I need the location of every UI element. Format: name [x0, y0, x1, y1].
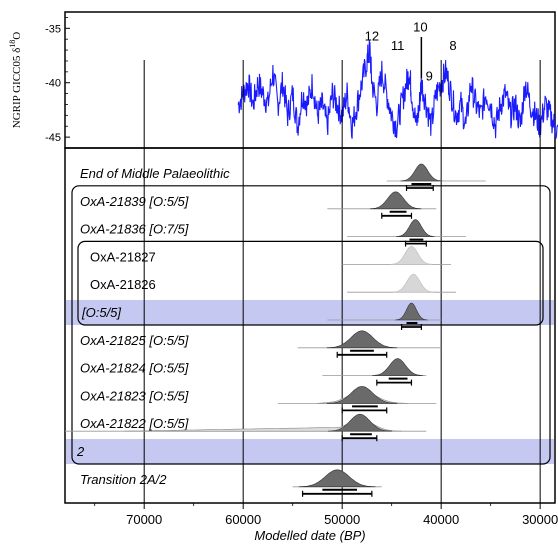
- row-label: OxA-21827: [90, 249, 156, 264]
- ngrip-panel: NGRIP GICC05 δ18O -35 -40 -45 12 11 10 9 8: [8, 11, 558, 149]
- posterior-distribution: [395, 302, 428, 321]
- row-label: OxA-21825 [O:5/5]: [80, 333, 189, 348]
- group-bracket: [71, 185, 551, 465]
- posterior-distribution: [396, 219, 435, 237]
- date-row: OxA-21824 [O:5/5]: [80, 358, 427, 386]
- posterior-distribution: [400, 163, 443, 182]
- interstadial-label: 10: [413, 20, 427, 35]
- y-tick-label: -45: [45, 132, 61, 144]
- date-row: OxA-21822 [O:5/5]: [65, 413, 427, 442]
- highlight-band: [66, 300, 554, 325]
- date-row: OxA-21826: [90, 273, 457, 293]
- y-tick-label: -35: [45, 23, 61, 35]
- x-axis: 70000 60000 50000 40000 30000: [94, 503, 558, 527]
- row-label: OxA-21826: [90, 277, 156, 292]
- row-label: End of Middle Palaeolithic: [80, 166, 230, 181]
- ngrip-series-line: [237, 40, 558, 139]
- date-row: OxA-21836 [O:7/5]: [80, 219, 466, 247]
- x-axis-label: Modelled date (BP): [254, 528, 365, 543]
- date-row: [O:5/5]: [81, 302, 442, 330]
- date-row: Transition 2A/2: [80, 469, 382, 497]
- interstadial-label: 8: [449, 38, 456, 53]
- interstadial-label: 11: [391, 38, 405, 53]
- posterior-distribution: [326, 330, 398, 349]
- posterior-distribution: [390, 246, 433, 265]
- row-label: Transition 2A/2: [80, 472, 167, 487]
- x-tick-label: 30000: [522, 512, 558, 527]
- posterior-distribution: [326, 386, 398, 404]
- oxcal-panel: End of Middle Palaeolithic OxA-21839 [O:5…: [64, 60, 558, 543]
- interstadial-label: 12: [365, 28, 379, 43]
- date-row: End of Middle Palaeolithic: [80, 163, 486, 191]
- row-label: [O:5/5]: [81, 305, 121, 320]
- row-label: OxA-21824 [O:5/5]: [80, 361, 189, 376]
- date-row: OxA-21827: [90, 246, 452, 265]
- date-row: OxA-21839 [O:5/5]: [80, 191, 437, 219]
- ngrip-frame: [64, 11, 556, 149]
- date-row: OxA-21825 [O:5/5]: [80, 330, 442, 358]
- date-row: OxA-21823 [O:5/5]: [80, 386, 437, 414]
- x-tick-label: 40000: [423, 512, 459, 527]
- highlight-band: [66, 439, 554, 464]
- highlight-bands: [66, 300, 554, 464]
- date-rows: End of Middle Palaeolithic OxA-21839 [O:5…: [65, 163, 486, 497]
- row-label: OxA-21823 [O:5/5]: [80, 388, 189, 403]
- interstadial-labels: 12 11 10 9 8: [365, 20, 457, 84]
- date-row: 2: [76, 444, 85, 459]
- posterior-distribution: [370, 191, 422, 210]
- x-tick-label: 50000: [324, 512, 360, 527]
- oxcal-frame: [64, 147, 556, 504]
- y-tick-label: -40: [45, 78, 61, 90]
- ngrip-ylabel: NGRIP GICC05 δ18O: [8, 32, 23, 129]
- row-label: OxA-21839 [O:5/5]: [80, 194, 189, 209]
- group-bracket: [77, 240, 544, 326]
- group-brackets: [71, 185, 551, 465]
- posterior-distribution: [392, 273, 435, 293]
- row-label: OxA-21836 [O:7/5]: [80, 222, 189, 237]
- posterior-distribution: [298, 469, 376, 488]
- posterior-distribution: [372, 358, 424, 376]
- row-label: OxA-21822 [O:5/5]: [80, 416, 189, 431]
- ngrip-y-axis: -35 -40 -45: [45, 17, 70, 149]
- posterior-distribution: [328, 413, 392, 432]
- x-tick-label: 60000: [225, 512, 261, 527]
- x-tick-label: 70000: [126, 512, 162, 527]
- interstadial-label: 9: [426, 69, 433, 84]
- row-label: 2: [76, 444, 85, 459]
